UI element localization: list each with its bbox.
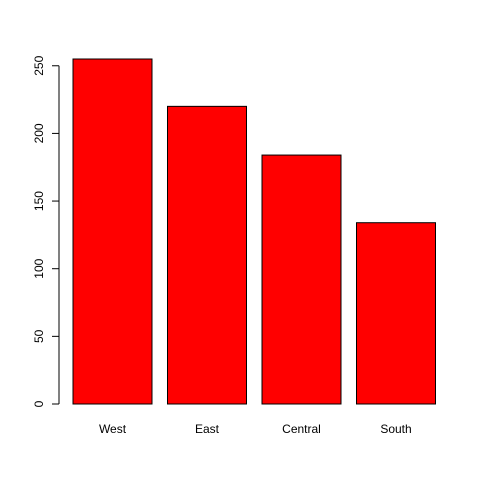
bar-east (167, 105, 247, 405)
bar-central (261, 154, 342, 405)
y-tick-label: 250 (32, 55, 46, 75)
x-tick-label: South (380, 422, 411, 436)
x-axis-labels: West East Central South (99, 422, 412, 436)
x-tick-label: West (99, 422, 127, 436)
y-tick-label: 50 (32, 329, 46, 343)
x-tick-label: East (195, 422, 220, 436)
y-tick-label: 0 (32, 400, 46, 407)
y-tick-label: 200 (32, 123, 46, 143)
x-tick-label: Central (282, 422, 321, 436)
bar-south (356, 222, 436, 405)
y-axis: 0 50 100 150 200 250 (32, 55, 60, 407)
y-tick-label: 100 (32, 258, 46, 278)
y-tick-label: 150 (32, 191, 46, 211)
bar-west (72, 58, 153, 405)
bar-series (72, 58, 436, 405)
